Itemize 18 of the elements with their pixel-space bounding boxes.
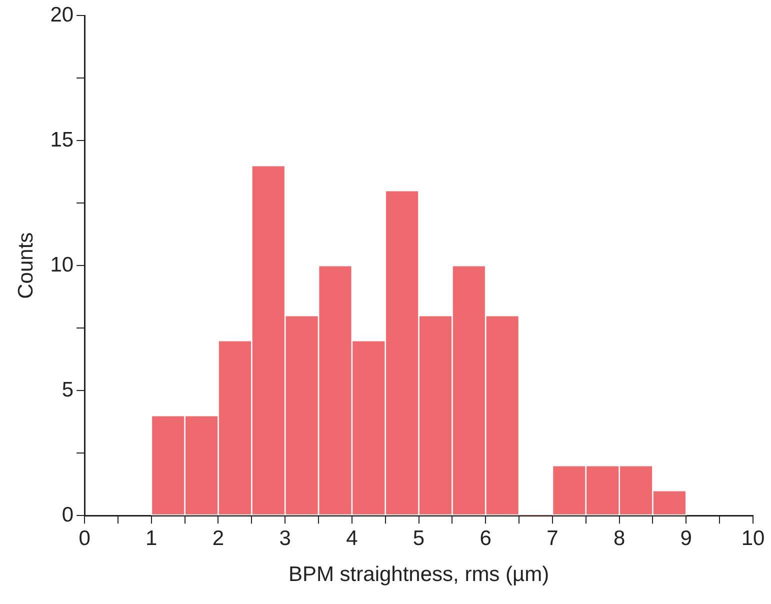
x-tick-label: 7 xyxy=(546,526,558,550)
x-tick-label: 9 xyxy=(680,526,692,550)
x-tick-label: 3 xyxy=(279,526,291,550)
x-tick-label: 2 xyxy=(212,526,224,550)
x-tick-label: 5 xyxy=(412,526,425,550)
y-tick-label: 0 xyxy=(62,503,74,526)
x-tick-label: 6 xyxy=(480,526,492,550)
x-tick-label: 4 xyxy=(346,526,358,550)
y-tick-label: 20 xyxy=(50,3,74,26)
x-tick-label: 10 xyxy=(741,526,765,550)
y-tick-label: 15 xyxy=(50,128,74,152)
x-tick-label: 1 xyxy=(146,526,158,550)
x-tick-label: 8 xyxy=(613,526,626,550)
x-axis-title: BPM straightness, rms (µm) xyxy=(288,563,550,586)
x-tick-label: 0 xyxy=(78,526,90,550)
y-axis-title: Counts xyxy=(14,232,38,299)
y-tick-label: 10 xyxy=(50,253,74,276)
y-tick-label: 5 xyxy=(62,378,74,402)
